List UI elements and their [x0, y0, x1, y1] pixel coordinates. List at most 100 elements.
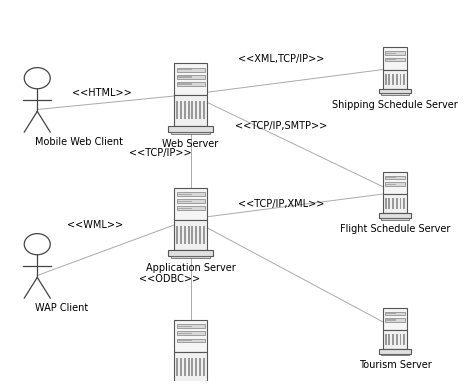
Text: Shipping Schedule Server: Shipping Schedule Server [332, 100, 458, 110]
Bar [174, 95, 207, 126]
Bar [178, 333, 192, 334]
Bar [386, 319, 396, 321]
Bar [203, 101, 205, 119]
Bar [396, 198, 398, 209]
Bar [392, 74, 394, 85]
Bar [383, 172, 407, 194]
Bar [178, 340, 192, 341]
Bar [176, 68, 205, 72]
Bar [381, 353, 409, 355]
Bar [385, 74, 386, 85]
Bar [174, 220, 207, 250]
Bar [388, 334, 390, 345]
Bar [176, 331, 205, 335]
Bar [174, 320, 207, 352]
Bar [191, 101, 193, 119]
Bar [184, 101, 186, 119]
Bar [379, 349, 411, 353]
Text: <<ODBC>>: <<ODBC>> [139, 274, 200, 284]
Bar [400, 198, 401, 209]
Bar [199, 226, 201, 244]
Bar [178, 194, 192, 195]
Bar [383, 194, 407, 213]
Bar [176, 192, 205, 196]
Bar [195, 226, 197, 244]
Bar [385, 198, 386, 209]
Bar [385, 334, 386, 345]
Bar [385, 311, 405, 315]
Bar [400, 334, 401, 345]
Bar [392, 198, 394, 209]
Bar [383, 70, 407, 89]
Text: <<WML>>: <<WML>> [67, 219, 123, 229]
Bar [178, 208, 192, 209]
Bar [180, 101, 182, 119]
Text: Tourism Server: Tourism Server [358, 360, 431, 370]
Bar [172, 132, 210, 134]
Bar [174, 352, 207, 382]
Bar [195, 358, 197, 376]
Bar [203, 226, 205, 244]
Bar [385, 182, 405, 186]
Bar [168, 250, 213, 256]
Bar [176, 338, 205, 343]
Bar [385, 318, 405, 321]
Bar [386, 184, 396, 185]
Bar [168, 126, 213, 132]
Bar [172, 256, 210, 258]
Bar [396, 74, 398, 85]
Bar [184, 358, 186, 376]
Bar [386, 177, 396, 178]
Bar [176, 199, 205, 203]
Bar [392, 334, 394, 345]
Bar [199, 101, 201, 119]
Bar [199, 358, 201, 376]
Text: Mobile Web Client: Mobile Web Client [35, 137, 123, 147]
Bar [379, 89, 411, 93]
Text: Flight Schedule Server: Flight Schedule Server [340, 224, 450, 234]
Bar [385, 176, 405, 179]
Bar [383, 308, 407, 330]
Bar [178, 69, 192, 70]
Bar [400, 74, 401, 85]
Bar [403, 74, 405, 85]
Bar [386, 313, 396, 314]
Bar [386, 52, 396, 54]
Bar [403, 198, 405, 209]
Bar [386, 59, 396, 60]
Bar [191, 226, 193, 244]
Bar [178, 76, 192, 78]
Text: Application Server: Application Server [146, 263, 236, 273]
Bar [381, 218, 409, 219]
Text: WAP Client: WAP Client [35, 303, 88, 313]
Bar [176, 75, 205, 79]
Bar [385, 51, 405, 55]
Bar [176, 324, 205, 328]
Bar [383, 330, 407, 349]
Bar [388, 74, 390, 85]
Bar [168, 382, 213, 385]
Bar [184, 226, 186, 244]
Bar [381, 93, 409, 95]
Bar [176, 82, 205, 86]
Text: <<XML,TCP/IP>>: <<XML,TCP/IP>> [238, 54, 324, 64]
Bar [176, 206, 205, 211]
Bar [203, 358, 205, 376]
Bar [383, 47, 407, 70]
Text: <<TCP/IP>>: <<TCP/IP>> [129, 148, 191, 158]
Bar [178, 201, 192, 202]
Bar [176, 101, 178, 119]
Text: <<TCP/IP,SMTP>>: <<TCP/IP,SMTP>> [235, 122, 327, 131]
Bar [176, 226, 178, 244]
Bar [176, 358, 178, 376]
Bar [178, 326, 192, 327]
Bar [403, 334, 405, 345]
Bar [180, 358, 182, 376]
Bar [396, 334, 398, 345]
Bar [195, 101, 197, 119]
Bar [188, 358, 190, 376]
Text: Web Server: Web Server [163, 139, 219, 149]
Bar [174, 188, 207, 220]
Bar [188, 226, 190, 244]
Bar [188, 101, 190, 119]
